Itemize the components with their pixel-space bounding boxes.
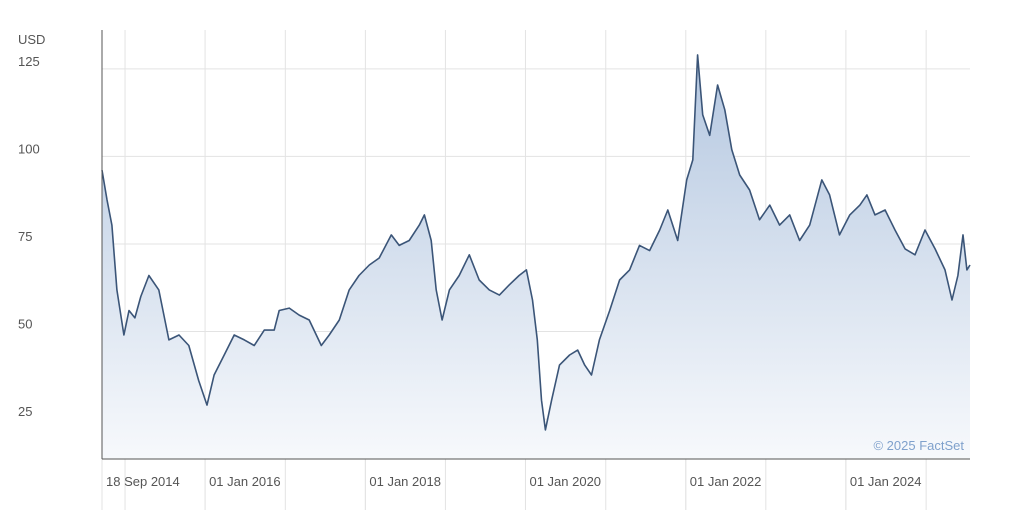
y-axis-label: USD [18,32,45,47]
x-tick-label: 01 Jan 2018 [369,474,441,489]
x-tick-label: 01 Jan 2020 [529,474,601,489]
credit: © 2025 FactSet [873,438,964,453]
area-fill [102,54,970,460]
y-tick-label: 25 [18,404,32,419]
x-tick-label: 01 Jan 2022 [690,474,762,489]
y-tick-label: 125 [18,54,40,69]
y-tick-label: 100 [18,141,40,156]
x-tick-label: 01 Jan 2024 [850,474,922,489]
y-tick-label: 50 [18,317,32,332]
y-tick-label: 75 [18,229,32,244]
x-tick-label: 01 Jan 2016 [209,474,281,489]
price-line [101,54,971,431]
x-tick-label: 18 Sep 2014 [106,474,180,489]
